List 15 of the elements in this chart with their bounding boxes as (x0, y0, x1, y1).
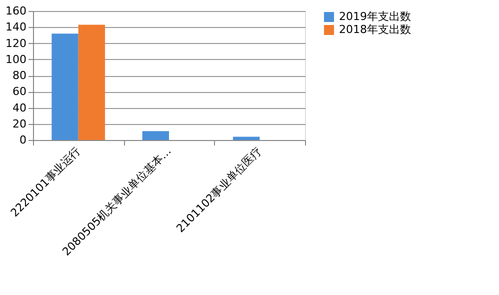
y-tick-label: 20 (12, 117, 26, 130)
y-tick-label: 120 (6, 36, 26, 50)
y-tick-label: 80 (12, 69, 26, 82)
legend-label: 2018年支出数 (339, 23, 411, 36)
bar (78, 24, 105, 140)
legend-label: 2019年支出数 (339, 10, 411, 23)
bar (233, 136, 260, 140)
y-tick-label: 140 (6, 20, 26, 34)
y-tick-label: 160 (6, 4, 26, 18)
y-tick-label: 40 (12, 101, 26, 114)
y-tick-label: 100 (6, 52, 26, 66)
y-tick-label: 60 (12, 85, 26, 98)
bar (52, 34, 78, 140)
bar (142, 131, 169, 140)
y-tick-label: 0 (20, 134, 26, 146)
